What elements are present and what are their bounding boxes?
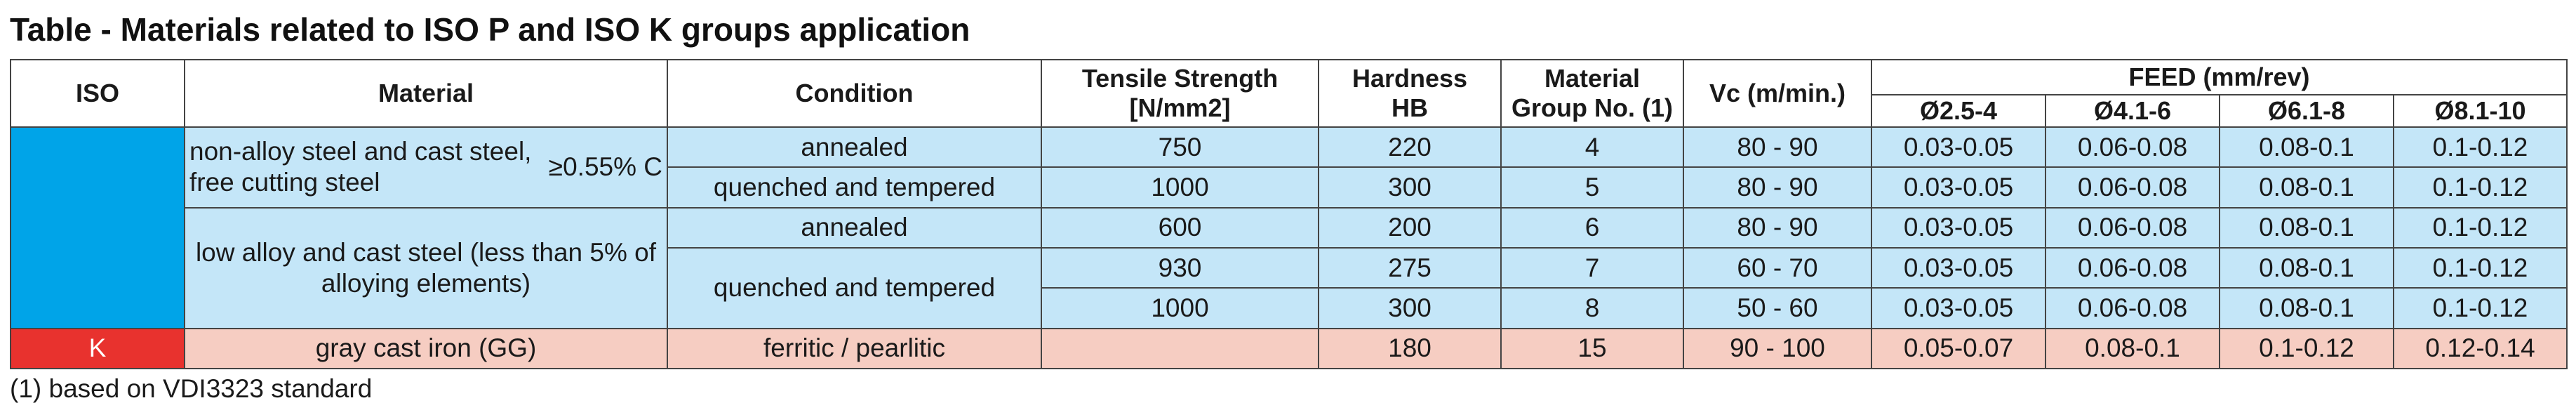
header-group-line2: Group No. (1) xyxy=(1511,93,1673,122)
footnote: (1) based on VDI3323 standard xyxy=(10,374,373,403)
iso-p-cell xyxy=(10,126,185,329)
feed-cell: 0.08-0.1 xyxy=(2219,246,2394,289)
header-material: Material xyxy=(184,59,668,128)
header-hardness-line2: HB xyxy=(1392,93,1428,122)
material-cell: low alloy and cast steel (less than 5% o… xyxy=(184,206,668,329)
header-feed-col: Ø6.1-8 xyxy=(2219,94,2394,128)
feed-cell: 0.1-0.12 xyxy=(2392,166,2568,209)
feed-cell: 0.06-0.08 xyxy=(2045,126,2220,168)
header-feed-col: Ø2.5-4 xyxy=(1871,94,2046,128)
condition-cell: annealed xyxy=(667,206,1042,249)
tensile-cell xyxy=(1041,327,1319,370)
header-feed-col: Ø8.1-10 xyxy=(2392,94,2568,128)
feed-cell: 0.12-0.14 xyxy=(2392,327,2568,370)
condition-cell: ferritic / pearlitic xyxy=(667,327,1042,370)
feed-cell: 0.08-0.1 xyxy=(2219,287,2394,329)
table-title: Table - Materials related to ISO P and I… xyxy=(10,11,970,48)
iso-k-cell: K xyxy=(10,327,185,370)
tensile-cell: 600 xyxy=(1041,206,1319,249)
header-group-line1: Material xyxy=(1544,64,1641,93)
material-text: low alloy and cast steel (less than 5% o… xyxy=(195,237,657,298)
header-vc: Vc (m/min.) xyxy=(1683,59,1872,128)
hardness-cell: 220 xyxy=(1318,126,1502,168)
feed-cell: 0.03-0.05 xyxy=(1871,166,2046,209)
feed-cell: 0.1-0.12 xyxy=(2392,126,2568,168)
vc-cell: 80 - 90 xyxy=(1683,126,1872,168)
group-cell: 6 xyxy=(1500,206,1684,249)
condition-cell: annealed xyxy=(667,126,1042,168)
vc-cell: 60 - 70 xyxy=(1683,246,1872,289)
condition-cell: quenched and tempered xyxy=(667,166,1042,209)
material-cell: gray cast iron (GG) xyxy=(184,327,668,370)
header-tensile-line1: Tensile Strength xyxy=(1081,64,1279,93)
feed-cell: 0.1-0.12 xyxy=(2392,246,2568,289)
hardness-cell: 300 xyxy=(1318,287,1502,329)
table-row: low alloy and cast steel (less than 5% o… xyxy=(11,206,2568,329)
condition-cell: quenched and tempered xyxy=(667,246,1042,329)
materials-table: ISO Material Condition Tensile Strength … xyxy=(10,59,2568,370)
hardness-cell: 275 xyxy=(1318,246,1502,289)
feed-cell: 0.05-0.07 xyxy=(1871,327,2046,370)
table-row: non-alloy steel and cast steel, free cut… xyxy=(10,126,2568,329)
material-cell: non-alloy steel and cast steel, free cut… xyxy=(184,126,668,209)
vc-cell: 90 - 100 xyxy=(1683,327,1872,370)
header-hardness: Hardness HB xyxy=(1318,59,1502,128)
header-material-group: Material Group No. (1) xyxy=(1500,59,1684,128)
vc-cell: 50 - 60 xyxy=(1683,287,1872,329)
feed-cell: 0.03-0.05 xyxy=(1871,206,2046,249)
feed-cell: 0.08-0.1 xyxy=(2219,126,2394,168)
feed-cell: 0.1-0.12 xyxy=(2219,327,2394,370)
header-hardness-line1: Hardness xyxy=(1352,64,1468,93)
tensile-cell: 1000 xyxy=(1041,166,1319,209)
header-tensile-strength: Tensile Strength [N/mm2] xyxy=(1041,59,1319,128)
feed-cell: 0.03-0.05 xyxy=(1871,126,2046,168)
feed-cell: 0.06-0.08 xyxy=(2045,287,2220,329)
header-tensile-line2: [N/mm2] xyxy=(1129,93,1231,122)
hardness-cell: 300 xyxy=(1318,166,1502,209)
feed-cell: 0.03-0.05 xyxy=(1871,246,2046,289)
tensile-cell: 1000 xyxy=(1041,287,1319,329)
feed-cell: 0.03-0.05 xyxy=(1871,287,2046,329)
group-cell: 4 xyxy=(1500,126,1684,168)
hardness-cell: 200 xyxy=(1318,206,1502,249)
vc-cell: 80 - 90 xyxy=(1683,166,1872,209)
feed-cell: 0.08-0.1 xyxy=(2219,166,2394,209)
table-row: quenched and tempered 1000 300 5 80 - 90… xyxy=(11,166,2568,209)
table-row: K gray cast iron (GG) ferritic / pearlit… xyxy=(10,327,2568,370)
header-iso: ISO xyxy=(10,59,185,128)
group-cell: 8 xyxy=(1500,287,1684,329)
table-row: 1000 300 8 50 - 60 0.03-0.05 0.06-0.08 0… xyxy=(11,287,2568,329)
feed-cell: 0.1-0.12 xyxy=(2392,206,2568,249)
feed-cell: 0.06-0.08 xyxy=(2045,206,2220,249)
material-carbon-note: ≥0.55% C xyxy=(548,152,662,182)
hardness-cell: 180 xyxy=(1318,327,1502,370)
feed-cell: 0.08-0.1 xyxy=(2219,206,2394,249)
group-cell: 5 xyxy=(1500,166,1684,209)
vc-cell: 80 - 90 xyxy=(1683,206,1872,249)
header-feed-col: Ø4.1-6 xyxy=(2045,94,2220,128)
feed-cell: 0.08-0.1 xyxy=(2045,327,2220,370)
header-condition: Condition xyxy=(667,59,1042,128)
tensile-cell: 750 xyxy=(1041,126,1319,168)
feed-cell: 0.1-0.12 xyxy=(2392,287,2568,329)
group-cell: 7 xyxy=(1500,246,1684,289)
feed-cell: 0.06-0.08 xyxy=(2045,246,2220,289)
group-cell: 15 xyxy=(1500,327,1684,370)
material-text: non-alloy steel and cast steel, free cut… xyxy=(189,137,532,197)
tensile-cell: 930 xyxy=(1041,246,1319,289)
table-row: quenched and tempered 930 275 7 60 - 70 … xyxy=(11,246,2568,329)
header-feed: FEED (mm/rev) xyxy=(1870,59,2568,95)
feed-cell: 0.06-0.08 xyxy=(2045,166,2220,209)
